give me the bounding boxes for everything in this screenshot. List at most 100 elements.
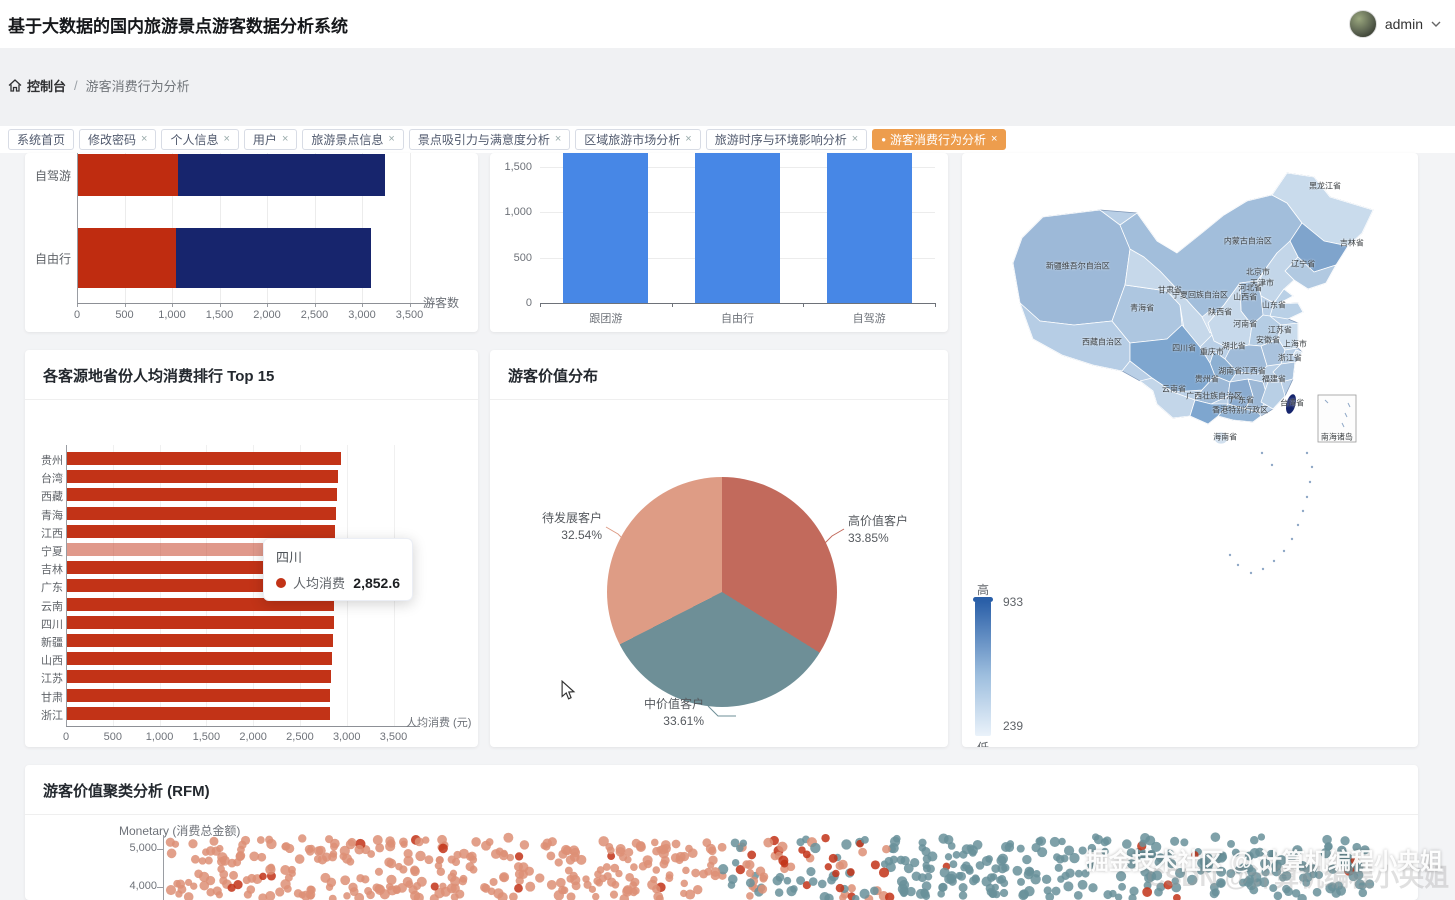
x-axis-line <box>77 303 435 304</box>
map-label-浙江省: 浙江省 <box>1277 353 1302 363</box>
map-province-shape[interactable] <box>1189 399 1229 425</box>
map-label-新疆维吾尔自治区: 新疆维吾尔自治区 <box>1045 261 1110 271</box>
bar-四川[interactable] <box>67 615 334 629</box>
user-menu[interactable]: admin <box>1348 0 1441 48</box>
map-province-shape[interactable] <box>1217 403 1262 423</box>
map-province-shape[interactable] <box>1271 172 1374 247</box>
bar-自驾游[interactable] <box>826 153 912 303</box>
travel-mode-stacked-bar-chart[interactable]: 0 500 1,000 1,500 2,000 2,500 3,000 3,500 游客数 自驾游… <box>25 153 478 332</box>
x-axis-name: 游客数 <box>423 296 460 310</box>
bar-江西[interactable] <box>67 524 336 538</box>
y-axis-line <box>163 835 164 900</box>
x-tick-label: 500 <box>103 731 122 743</box>
x-category-label: 跟团游 <box>589 313 623 325</box>
tab-景点吸引力与满意度分析[interactable]: 景点吸引力与满意度分析 × <box>408 129 571 150</box>
china-map[interactable]: 黑龙江省 内蒙古自治区 吉林省 辽宁省 新疆维吾尔自治区 北京市 天津市 河北省 甘肃省 宁夏回族… <box>962 153 1418 747</box>
map-label-辽宁省: 辽宁省 <box>1291 259 1316 269</box>
tab-bar: 系统首页 修改密码 × 个人信息 × 用户 × 旅游景点信息 × 景点吸引力与满意度分析 × 区域旅游… <box>0 126 1455 153</box>
tab-close-icon[interactable]: × <box>223 133 230 145</box>
legend-handle[interactable] <box>973 597 993 602</box>
map-label-南海诸岛: 南海诸岛 <box>1320 432 1353 442</box>
map-island-dot <box>1228 553 1232 557</box>
stacked-bar-segment[interactable] <box>78 154 178 196</box>
active-tab-dot: ● <box>881 135 887 144</box>
bar-青海[interactable] <box>67 506 336 520</box>
tab-label: 区域旅游市场分析 <box>584 133 681 147</box>
tab-旅游时序与环境影响分析[interactable]: 旅游时序与环境影响分析 × <box>705 129 868 150</box>
home-icon <box>8 79 22 92</box>
x-tick-label: 1,000 <box>158 309 186 321</box>
bar-跟团游[interactable] <box>563 153 649 303</box>
stacked-bar-segment[interactable] <box>175 228 371 288</box>
tab-系统首页[interactable]: 系统首页 <box>8 129 75 150</box>
map-island-dot <box>1305 495 1309 499</box>
avatar[interactable] <box>1348 10 1377 38</box>
breadcrumb-home[interactable]: 控制台 <box>8 76 66 95</box>
china-map-svg <box>1012 172 1374 575</box>
tab-区域旅游市场分析[interactable]: 区域旅游市场分析 × <box>575 129 701 150</box>
tab-close-icon[interactable]: × <box>685 133 692 145</box>
tab-用户[interactable]: 用户 × <box>243 129 298 150</box>
map-province-shape[interactable] <box>1277 322 1299 351</box>
map-taiwan[interactable] <box>1284 393 1298 415</box>
tab-label: 景点吸引力与满意度分析 <box>417 133 550 147</box>
bar-山西[interactable] <box>67 652 333 666</box>
map-province-shape[interactable] <box>1272 361 1296 383</box>
tab-close-icon[interactable]: × <box>991 133 998 145</box>
map-label-上海市: 上海市 <box>1282 339 1307 349</box>
tab-close-icon[interactable]: × <box>851 133 859 145</box>
visitor-value-pie-chart[interactable] <box>607 477 837 707</box>
bar-甘肃[interactable] <box>67 688 331 702</box>
x-tick-mark <box>935 303 936 307</box>
map-province-shape[interactable] <box>1269 288 1304 320</box>
map-label-安徽省: 安徽省 <box>1255 335 1280 345</box>
tab-close-icon[interactable]: × <box>388 133 395 145</box>
map-province-shape[interactable] <box>1292 349 1303 359</box>
y-axis-line <box>66 445 67 726</box>
map-province-shape[interactable] <box>1139 377 1196 419</box>
bar-浙江[interactable] <box>67 706 330 720</box>
username: admin <box>1384 16 1423 32</box>
breadcrumb-home-label[interactable]: 控制台 <box>27 79 67 94</box>
tab-close-icon[interactable]: × <box>281 133 289 145</box>
stacked-bar-segment[interactable] <box>177 154 385 196</box>
bar-台湾[interactable] <box>67 470 338 484</box>
bar-自由行[interactable] <box>695 153 780 303</box>
map-visual-legend[interactable]: 高 933 239 低 <box>973 581 1045 747</box>
map-hainan[interactable] <box>1213 431 1229 445</box>
bar-category-label: 云南 <box>41 600 63 613</box>
chevron-down-icon[interactable] <box>1431 19 1441 29</box>
map-label-贵州省: 贵州省 <box>1194 374 1219 384</box>
x-tick-mark <box>219 303 221 307</box>
map-province-shape[interactable] <box>1224 344 1268 375</box>
stacked-bar-segment[interactable] <box>78 228 176 288</box>
bar-江苏[interactable] <box>67 670 332 684</box>
bar-新疆[interactable] <box>67 634 333 647</box>
card-travel-mode-stacked-chart: 0 500 1,000 1,500 2,000 2,500 3,000 3,500 游客数 自驾游… <box>25 153 478 332</box>
tooltip-title: 四川 <box>276 550 303 565</box>
map-label-湖北省: 湖北省 <box>1221 341 1246 351</box>
map-province-shape[interactable] <box>1260 338 1286 367</box>
bar-category-label: 四川 <box>41 618 63 631</box>
legend-high-label: 高 <box>977 583 990 597</box>
bar-西藏[interactable] <box>67 488 337 502</box>
map-label-湖南省: 湖南省 <box>1218 366 1243 376</box>
tab-修改密码[interactable]: 修改密码 × <box>79 129 157 150</box>
tab-close-icon[interactable]: × <box>554 133 562 145</box>
tab-个人信息[interactable]: 个人信息 × <box>161 129 239 150</box>
bar-贵州[interactable] <box>67 452 341 465</box>
tab-close-icon[interactable]: × <box>141 133 148 145</box>
legend-gradient-bar[interactable] <box>975 601 991 736</box>
map-province-shape[interactable] <box>1260 381 1286 410</box>
tab-游客消费行为分析[interactable]: ● 游客消费行为分析 × <box>872 129 1007 150</box>
x-tick-mark <box>362 303 363 307</box>
tab-旅游景点信息[interactable]: 旅游景点信息 × <box>302 129 404 150</box>
pie-leader-lines <box>605 526 845 717</box>
map-label-广西壮族自治区: 广西壮族自治区 <box>1186 391 1243 401</box>
rfm-scatter-chart[interactable]: 5,000 4,000 <box>25 765 1418 900</box>
travel-mode-bar-chart[interactable]: 0 500 1,000 1,500 跟团游 自由行 自驾游 <box>490 153 948 332</box>
x-tick-label: 1,500 <box>192 731 221 743</box>
rfm-y-axis-name: Monetary (消费总金额) <box>119 824 241 838</box>
y-tick-label: 4,000 <box>129 880 157 892</box>
map-label-云南省: 云南省 <box>1162 384 1187 394</box>
